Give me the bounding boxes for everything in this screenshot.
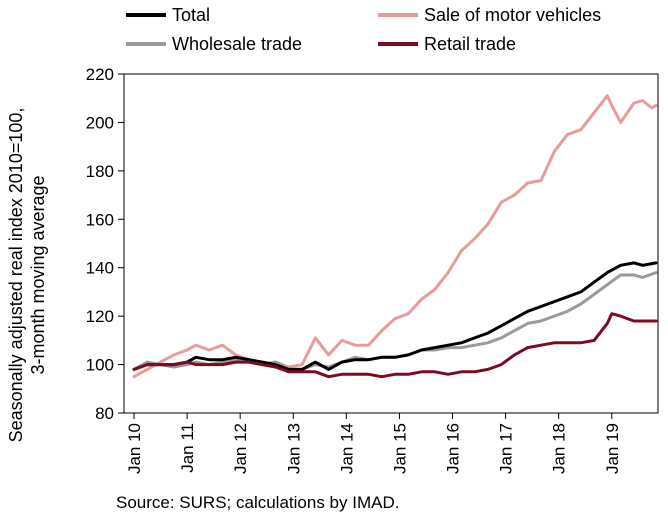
- legend-item-retail-trade: Retail trade: [378, 34, 516, 54]
- y-tick-label: 140: [86, 259, 114, 278]
- legend-item-total: Total: [126, 5, 210, 25]
- x-tick-label: Jan 19: [603, 423, 622, 474]
- series-line-wholesale-trade: [132, 271, 658, 371]
- y-tick-label: 100: [86, 356, 114, 375]
- x-tick-label: Jan 12: [231, 423, 250, 474]
- legend-label-wholesale-trade: Wholesale trade: [172, 34, 302, 54]
- legend-item-sale-of-motor-vehicles: Sale of motor vehicles: [378, 5, 601, 25]
- source-note: Source: SURS; calculations by IMAD.: [116, 493, 399, 512]
- y-tick-label: 180: [86, 162, 114, 181]
- x-tick-label: Jan 10: [125, 423, 144, 474]
- y-axis-title-line-1: Seasonally adjusted real index 2010=100,: [6, 108, 26, 443]
- x-tick-label: Jan 13: [284, 423, 303, 474]
- x-tick-label: Jan 17: [497, 423, 516, 474]
- legend-item-wholesale-trade: Wholesale trade: [126, 34, 302, 54]
- series-line-retail-trade: [132, 312, 658, 379]
- legend-label-sale-of-motor-vehicles: Sale of motor vehicles: [424, 5, 601, 25]
- x-tick-label: Jan 11: [178, 423, 197, 473]
- series-line-total: [132, 261, 658, 371]
- y-axis-ticks: 80 100 120 140 160 180 200 220: [86, 65, 124, 423]
- x-tick-label: Jan 14: [337, 423, 356, 474]
- x-tick-label: Jan 18: [550, 423, 569, 474]
- legend-label-retail-trade: Retail trade: [424, 34, 516, 54]
- x-axis-ticks: Jan 10 Jan 11 Jan 12 Jan 13 Jan 14 Jan 15 Jan …: [125, 413, 622, 474]
- y-tick-label: 200: [86, 113, 114, 132]
- plot-area-frame: [123, 73, 659, 414]
- y-tick-label: 220: [86, 65, 114, 84]
- legend-label-total: Total: [172, 5, 210, 25]
- legend: Total Sale of motor vehicles Wholesale t…: [126, 5, 601, 54]
- series-lines: [132, 94, 658, 379]
- y-tick-label: 160: [86, 210, 114, 229]
- x-tick-label: Jan 16: [444, 423, 463, 474]
- y-tick-label: 120: [86, 307, 114, 326]
- series-line-sale-of-motor-vehicles: [132, 94, 658, 379]
- y-axis-title-line-2: 3-month moving average: [28, 175, 48, 374]
- x-tick-label: Jan 15: [390, 423, 409, 474]
- y-tick-label: 80: [95, 404, 114, 423]
